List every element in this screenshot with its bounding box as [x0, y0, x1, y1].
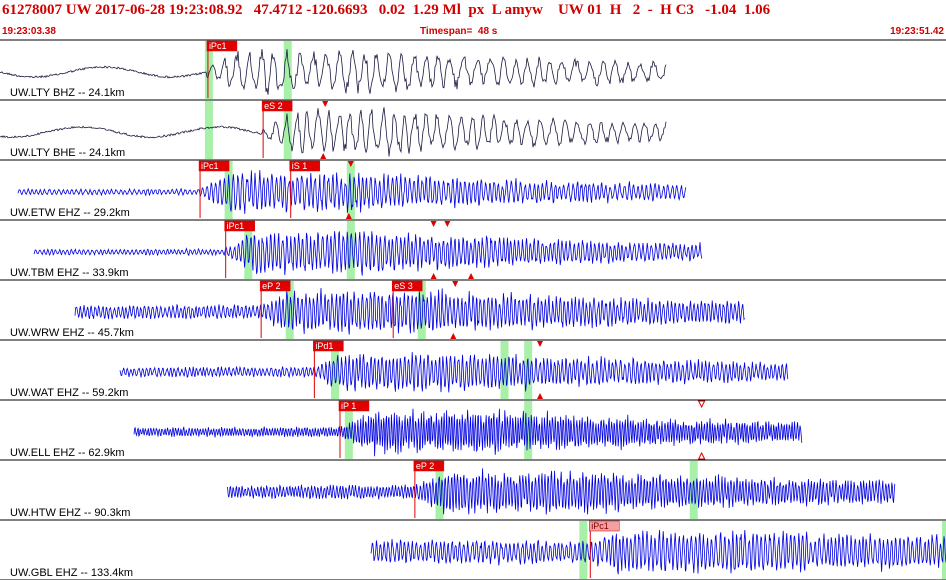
pick-window-1-1 [283, 101, 292, 159]
amplitude-marker-4-1 [450, 333, 457, 339]
pick-label-7-0: eP 2 [416, 461, 434, 471]
pick-flag-2-0[interactable] [198, 160, 230, 172]
amplitude-marker-3-3 [468, 273, 475, 279]
waveform-trace-8[interactable] [370, 529, 946, 575]
pick-flag-0-0[interactable] [206, 40, 238, 52]
pick-label-0-0: iPc1 [209, 41, 227, 51]
event-header: 61278007 UW 2017-06-28 19:23:08.92 47.47… [0, 0, 946, 40]
pick-label-6-0: iP 1 [341, 401, 356, 411]
station-label-2: UW.ETW EHZ -- 29.2km [10, 207, 130, 219]
waveform-trace-5[interactable] [119, 352, 789, 393]
amplitude-marker-3-0 [430, 221, 437, 227]
event-summary-line: 61278007 UW 2017-06-28 19:23:08.92 47.47… [2, 2, 771, 18]
pick-label-4-0: eP 2 [262, 281, 280, 291]
waveform-trace-3[interactable] [33, 231, 703, 276]
pick-flag-1-0[interactable] [261, 100, 293, 112]
pick-flag-4-0[interactable] [259, 280, 291, 292]
amplitude-marker-4-0 [452, 281, 459, 287]
pick-flag-5-0[interactable] [313, 340, 344, 352]
pick-window-0-1 [283, 41, 292, 99]
pick-flag-6-0[interactable] [338, 400, 370, 412]
amplitude-marker-2-0 [347, 161, 354, 167]
amplitude-marker-5-1 [537, 393, 544, 399]
pick-flag-7-0[interactable] [413, 460, 445, 472]
waveform-trace-2[interactable] [17, 170, 687, 214]
pick-window-3-0 [244, 221, 253, 279]
waveform-trace-7[interactable] [226, 468, 896, 515]
pick-window-7-1 [689, 461, 698, 519]
waveform-trace-0[interactable] [0, 49, 667, 95]
start-time-label: 19:23:03.38 [2, 26, 56, 37]
pick-label-4-1: eS 3 [394, 281, 413, 291]
amplitude-marker-6-0 [697, 400, 706, 409]
station-label-1: UW.LTY BHE -- 24.1km [10, 147, 125, 159]
pick-label-1-0: eS 2 [264, 101, 283, 111]
pick-label-8-0: iPc1 [591, 521, 609, 531]
pick-window-7-0 [435, 461, 444, 519]
station-label-6: UW.ELL EHZ -- 62.9km [10, 447, 125, 459]
pick-flag-3-0[interactable] [224, 220, 255, 232]
amplitude-marker-5-0 [537, 341, 544, 347]
pick-label-2-1: iS 1 [292, 161, 308, 171]
waveform-trace-6[interactable] [133, 408, 803, 457]
station-label-4: UW.WRW EHZ -- 45.7km [10, 327, 134, 339]
waveform-trace-4[interactable] [74, 287, 745, 335]
pick-flag-4-1[interactable] [391, 280, 423, 292]
station-label-8: UW.GBL EHZ -- 133.4km [10, 567, 133, 579]
station-label-0: UW.LTY BHZ -- 24.1km [10, 87, 125, 99]
pick-window-1-0 [204, 101, 213, 159]
amplitude-marker-3-1 [444, 221, 451, 227]
amplitude-marker-1-1 [320, 153, 327, 159]
pick-window-2-0 [224, 161, 233, 219]
amplitude-marker-2-1 [345, 213, 352, 219]
end-time-label: 19:23:51.42 [890, 26, 944, 37]
timespan-label: Timespan= 48 s [420, 26, 498, 37]
station-label-7: UW.HTW EHZ -- 90.3km [10, 507, 130, 519]
pick-window-4-1 [417, 281, 426, 339]
station-label-3: UW.TBM EHZ -- 33.9km [10, 267, 129, 279]
pick-label-5-0: iPd1 [315, 341, 333, 351]
pick-label-3-0: iPc1 [227, 221, 245, 231]
pick-label-2-0: iPc1 [201, 161, 219, 171]
pick-window-5-0 [331, 341, 340, 399]
amplitude-marker-6-1 [697, 451, 706, 460]
pick-flag-8-0[interactable] [589, 520, 620, 532]
amplitude-marker-1-0 [322, 101, 329, 107]
pick-window-0-0 [204, 41, 213, 99]
pick-flag-2-1[interactable] [289, 160, 320, 172]
amplitude-marker-3-2 [430, 273, 437, 279]
waveform-trace-1[interactable] [0, 107, 667, 157]
station-label-5: UW.WAT EHZ -- 59.2km [10, 387, 128, 399]
pick-window-3-1 [346, 221, 355, 279]
pick-window-8-1 [942, 521, 946, 579]
